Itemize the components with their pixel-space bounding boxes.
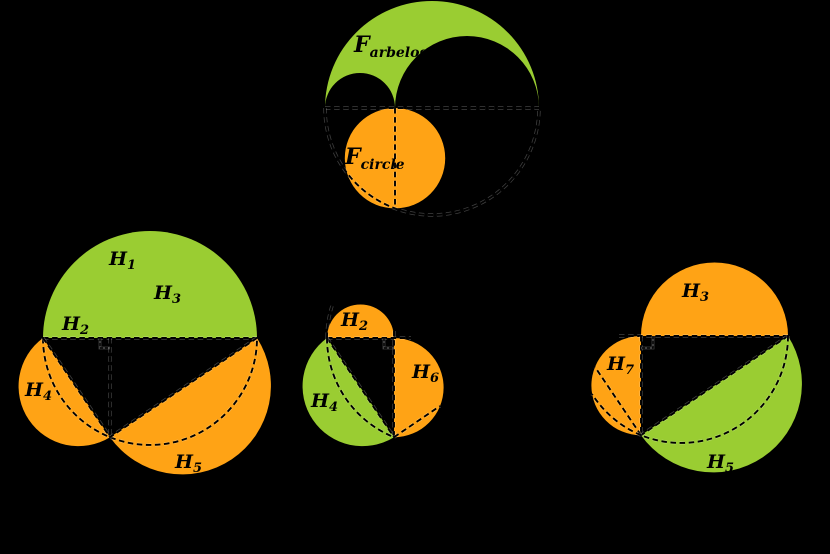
semicircle-vertical-leg-h6 — [394, 338, 444, 438]
figure-right-subtriangle: H3 H7 H5 — [590, 262, 802, 476]
right-angle-marker — [383, 338, 394, 349]
label-h2: H2 — [340, 309, 368, 334]
semicircle-on-right-chord-h5 — [110, 338, 271, 475]
right-angle-marker — [641, 336, 654, 349]
semicircle-vertical-leg-h7 — [591, 336, 641, 436]
label-h2: H2 — [61, 313, 89, 338]
label-h7: H7 — [606, 353, 634, 378]
arbelos-shape — [325, 1, 539, 108]
label-h1: H1 — [108, 248, 136, 273]
label-h3: H3 — [681, 280, 709, 305]
label-h5: H5 — [174, 451, 202, 476]
label-h3: H3 — [153, 282, 181, 307]
right-angle-marker-halo — [641, 336, 655, 350]
label-f-circle: Fcircle — [344, 144, 405, 173]
right-angle-marker — [99, 338, 110, 349]
semicircle-hypotenuse-h4 — [302, 338, 394, 447]
label-h4: H4 — [24, 379, 52, 404]
semicircle-top-leg-h2 — [327, 304, 394, 338]
label-f-arbelos: Farbelos — [353, 32, 427, 61]
figure-arbelos-equals-circle: Farbelos Fcircle — [323, 1, 541, 217]
figure-main-semicircle-lunes: H1 H3 H2 H4 H5 — [18, 231, 271, 476]
semicircle-on-left-chord-h4 — [18, 338, 110, 447]
label-h4: H4 — [310, 390, 338, 415]
semicircle-hypotenuse-h5 — [641, 336, 802, 473]
label-h6: H6 — [411, 361, 439, 386]
big-semicircle-h1 — [43, 231, 257, 338]
label-h5: H5 — [706, 451, 734, 476]
semicircle-top-leg-h3 — [641, 262, 788, 336]
figure-left-subtriangle: H2 H6 H4 — [302, 304, 444, 447]
